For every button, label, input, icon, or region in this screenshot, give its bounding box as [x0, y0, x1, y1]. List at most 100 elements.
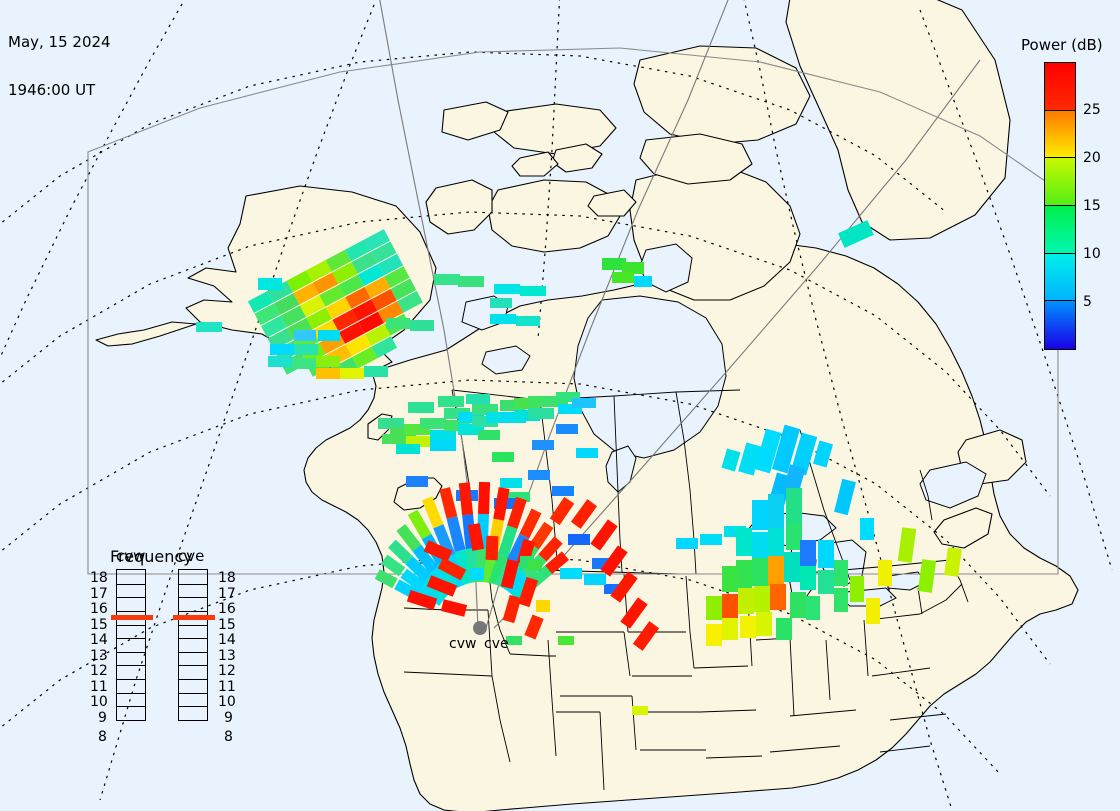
cell	[364, 366, 388, 377]
colorbar-panel: Power (dB) 25 20 15 10 5	[1013, 36, 1120, 361]
border-mb-on	[675, 391, 697, 575]
frequency-marker-cvw	[111, 615, 153, 620]
radar-scatter-cells	[196, 220, 962, 715]
colorbar-segment-4	[1045, 110, 1075, 159]
cell	[622, 262, 644, 274]
timestamp-date: May, 15 2024	[8, 33, 111, 51]
cell	[724, 526, 746, 537]
timestamp-time: 1946:00 UT	[8, 81, 96, 99]
radar-site-marker	[473, 621, 487, 635]
colorbar-tick-5: 5	[1083, 294, 1092, 310]
cell	[270, 344, 294, 355]
graticule-meridian-4	[919, 9, 1113, 571]
arctic-islands-misc-2	[511, 151, 559, 177]
scatter-group-bc	[378, 392, 598, 502]
frequency-column-label-cve: cve	[178, 547, 205, 565]
cell	[528, 560, 542, 570]
colorbar-segment-2	[1045, 205, 1075, 254]
frequency-scale-cvw[interactable]	[111, 569, 153, 721]
frequency-marker-cve	[173, 615, 215, 620]
freq-cvw-tick-14: 14	[90, 632, 108, 648]
cell	[634, 276, 652, 287]
cell	[294, 330, 316, 341]
banks-island	[425, 179, 493, 235]
cell	[676, 538, 698, 549]
colorbar-title: Power (dB)	[1021, 36, 1103, 54]
frequency-column-label-cvw: cvw	[116, 547, 146, 565]
cell	[516, 316, 540, 326]
cell	[258, 278, 282, 290]
cell	[268, 356, 292, 367]
cell	[406, 476, 428, 487]
border-north-60	[451, 389, 741, 401]
border-mo-ar	[705, 755, 763, 759]
timestamp: May, 15 2024 1946:00 UT	[8, 2, 111, 130]
border-az-nm	[599, 711, 605, 791]
colorbar-segment-3	[1045, 158, 1075, 206]
freq-cvw-tick-8: 8	[98, 729, 107, 745]
arctic-islands-misc-3	[587, 189, 637, 217]
colorbar-tick-20: 20	[1083, 150, 1101, 166]
graticule-parallel-70	[0, 211, 1051, 497]
scatter-group-far-range-red	[406, 496, 660, 651]
border-wy-sd	[623, 631, 631, 677]
nova-scotia	[933, 507, 993, 549]
colorbar-tick-15: 15	[1083, 198, 1101, 214]
border-oh-pa	[863, 619, 869, 677]
border-sd-mn	[689, 631, 695, 669]
freq-cve-tick-15: 15	[218, 617, 236, 633]
border-ca-nv	[491, 675, 511, 763]
border-or-ca	[403, 671, 493, 677]
border-mn-ia	[693, 665, 749, 669]
freq-cvw-tick-15: 15	[90, 617, 108, 633]
freq-cvw-tick-18: 18	[90, 570, 108, 586]
freq-cvw-tick-16: 16	[90, 601, 108, 617]
colorbar-segment-0	[1045, 301, 1075, 349]
cell	[944, 547, 962, 577]
prince-patrick-island	[441, 101, 509, 141]
cell	[878, 560, 892, 586]
freq-cvw-tick-13: 13	[90, 648, 108, 664]
cell	[602, 258, 626, 270]
colorbar-segment-5	[1045, 63, 1075, 111]
border-id-ut	[509, 653, 556, 657]
border-tn-ms	[769, 745, 841, 753]
scatter-group-ontario-north	[721, 424, 856, 516]
border-ab-sk	[539, 399, 559, 571]
colorbar-tick-10: 10	[1083, 246, 1101, 262]
frequency-title: Frequency	[110, 547, 193, 566]
cell	[316, 356, 340, 367]
cell	[294, 344, 318, 355]
cell	[860, 518, 874, 540]
lake-winnipeg	[605, 445, 637, 493]
cell	[558, 636, 574, 645]
colorbar-segment-1	[1045, 253, 1075, 302]
border-ia-mo	[699, 709, 757, 713]
cell	[632, 706, 648, 715]
cell	[340, 368, 364, 379]
frequency-scale-cve[interactable]	[173, 569, 215, 721]
frequency-panel: Frequency cvw 18 17 16 15 14 13 12 11 10…	[90, 547, 242, 787]
radar-site-label-cve: cve	[484, 636, 509, 652]
freq-cve-tick-12: 12	[218, 663, 236, 679]
colorbar-gradient	[1044, 62, 1076, 350]
border-va-nc	[889, 713, 947, 721]
freq-cve-tick-13: 13	[218, 648, 236, 664]
cell	[458, 276, 484, 287]
cell	[494, 284, 520, 294]
freq-cve-tick-16: 16	[218, 601, 236, 617]
cell	[434, 274, 460, 285]
cell	[897, 527, 917, 563]
greenland	[785, 0, 1011, 241]
cell	[604, 584, 624, 594]
graticule-parallel-50	[0, 555, 1001, 775]
cell	[196, 322, 222, 332]
freq-cve-tick-11: 11	[218, 679, 236, 695]
melville-island	[493, 103, 617, 155]
cell	[568, 534, 590, 545]
freq-cve-tick-8: 8	[224, 729, 233, 745]
freq-cve-tick-10: 10	[218, 694, 236, 710]
border-east-coast-ne	[919, 583, 963, 615]
